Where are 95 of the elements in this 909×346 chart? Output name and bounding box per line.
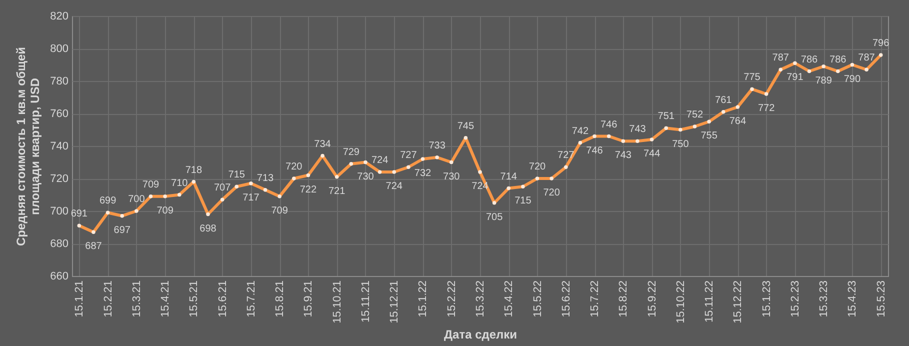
data-label: 729 (342, 146, 360, 158)
data-label: 700 (128, 194, 146, 205)
x-tick-label: 15.1.22 (417, 280, 430, 318)
y-tick-label: 740 (50, 140, 68, 152)
data-label: 720 (286, 162, 303, 172)
data-label: 687 (85, 241, 102, 252)
data-label: 764 (729, 116, 746, 127)
x-tick-label: 15.12.22 (732, 280, 744, 324)
x-tick-label: 15.2.21 (102, 280, 114, 318)
data-label: 710 (171, 178, 188, 189)
x-tick-label: 15.11.21 (360, 280, 372, 323)
data-label: 699 (99, 196, 117, 207)
data-label: 787 (858, 52, 876, 64)
data-label: 743 (614, 150, 632, 162)
data-label: 727 (400, 150, 418, 162)
data-label: 787 (772, 52, 790, 64)
x-tick-label: 15.11.22 (704, 280, 716, 323)
data-label: 746 (586, 145, 604, 156)
x-tick-label: 15.4.21 (160, 280, 172, 318)
data-label: 746 (600, 119, 618, 130)
x-tick-label: 15.9.22 (646, 280, 658, 318)
data-label: 724 (371, 155, 389, 166)
data-label: 730 (443, 171, 460, 182)
x-tick-label: 15.1.23 (760, 280, 773, 318)
data-label: 691 (70, 208, 88, 220)
data-label: 697 (114, 224, 131, 236)
data-label: 709 (271, 205, 288, 216)
x-tick-label: 15.3.21 (130, 280, 143, 318)
y-axis-title: Средняя стоимость 1 кв.м общей площади квартир, USD (14, 47, 42, 246)
data-label: 755 (700, 130, 718, 142)
data-label: 709 (156, 205, 174, 216)
data-label: 791 (786, 72, 804, 84)
data-label: 761 (715, 94, 732, 106)
x-tick-label: 15.1.21 (74, 280, 86, 318)
data-label: 751 (658, 111, 675, 122)
x-tick-label: 15.7.21 (245, 280, 258, 318)
data-label: 724 (386, 181, 403, 192)
data-label: 720 (543, 188, 560, 198)
x-tick-label: 15.4.23 (846, 280, 859, 318)
data-label: 709 (142, 179, 160, 190)
data-label: 718 (185, 164, 202, 176)
data-label: 775 (744, 72, 761, 84)
data-label: 742 (572, 126, 589, 137)
y-tick-label: 760 (50, 108, 68, 120)
data-label: 789 (815, 75, 832, 86)
x-axis-title: Дата сделки (444, 327, 518, 342)
x-tick-label: 15.12.21 (388, 280, 401, 324)
x-tick-label: 15.2.22 (446, 280, 458, 318)
y-tick-label: 820 (50, 10, 68, 22)
data-label: 744 (643, 148, 661, 160)
x-tick-label: 15.3.22 (474, 280, 486, 318)
data-label: 733 (428, 140, 446, 152)
data-label: 790 (844, 74, 861, 85)
data-label: 713 (256, 172, 274, 184)
x-tick-label: 15.10.22 (674, 280, 687, 324)
data-label: 730 (357, 171, 374, 182)
x-tick-label: 15.6.22 (560, 280, 572, 318)
data-label: 714 (500, 171, 518, 182)
data-label: 722 (300, 184, 317, 196)
y-tick-label: 800 (50, 43, 68, 55)
data-label: 721 (328, 186, 346, 197)
data-label: 786 (830, 54, 847, 66)
y-tick-label: 680 (50, 238, 68, 250)
data-label: 705 (486, 212, 504, 223)
data-label: 717 (242, 192, 260, 204)
x-tick-label: 15.5.23 (875, 280, 888, 318)
x-tick-label: 15.5.22 (532, 280, 544, 318)
data-label: 796 (872, 38, 890, 49)
data-label: 734 (314, 138, 332, 150)
x-tick-label: 15.2.23 (789, 280, 802, 318)
y-tick-label: 700 (50, 206, 68, 218)
data-label: 752 (686, 110, 704, 120)
data-label: 732 (414, 168, 432, 179)
data-label: 720 (528, 162, 546, 172)
x-tick-label: 15.8.22 (618, 280, 630, 318)
data-label: 698 (200, 223, 217, 234)
data-label: 772 (758, 103, 776, 114)
x-tick-label: 15.10.21 (331, 280, 344, 324)
y-tick-label: 660 (50, 270, 68, 282)
y-tick-label: 780 (50, 76, 68, 88)
x-tick-label: 15.7.22 (589, 280, 602, 318)
data-label: 745 (457, 120, 474, 132)
x-tick-label: 15.4.22 (503, 280, 516, 318)
y-tick-label: 720 (50, 173, 68, 185)
x-tick-label: 15.8.21 (274, 280, 286, 318)
data-label: 743 (629, 124, 646, 136)
x-tick-label: 15.9.21 (302, 280, 315, 318)
data-label: 715 (228, 170, 246, 181)
data-label: 715 (514, 196, 532, 207)
x-tick-label: 15.6.21 (216, 280, 229, 318)
data-label: 786 (800, 54, 818, 66)
data-label: 707 (214, 182, 232, 194)
x-tick-label: 15.3.23 (818, 280, 830, 318)
data-label: 750 (672, 138, 690, 150)
x-tick-label: 15.5.21 (188, 280, 200, 318)
